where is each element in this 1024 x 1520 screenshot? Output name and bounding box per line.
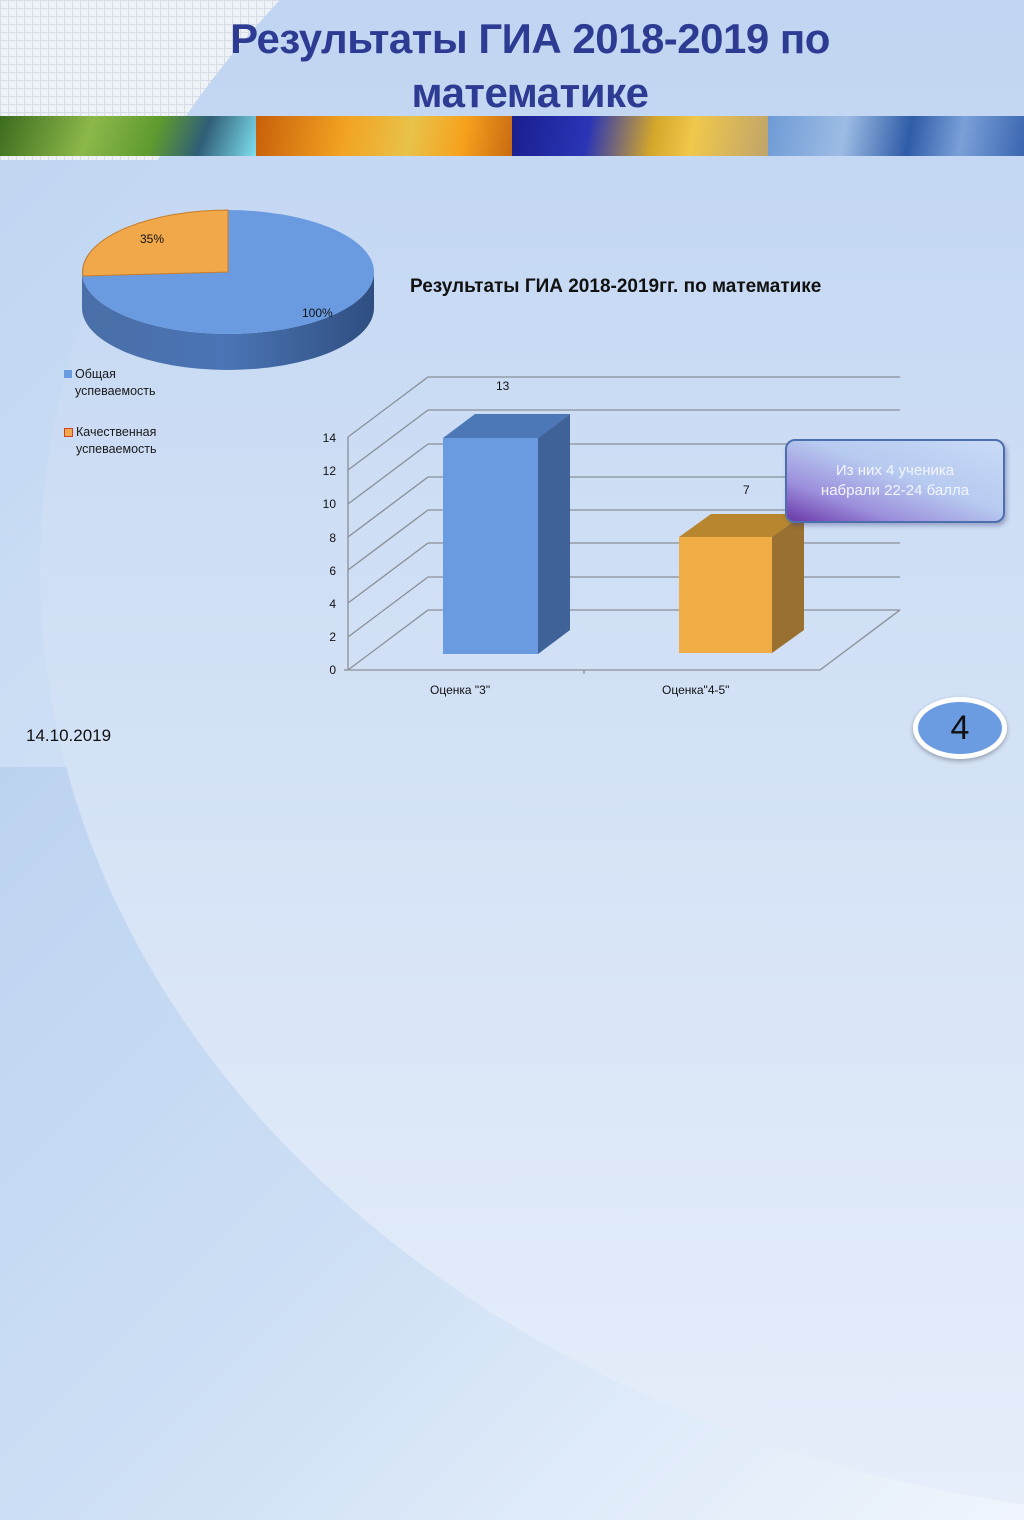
svg-text:4: 4 <box>329 597 336 611</box>
page-number-badge: 4 <box>913 697 1007 759</box>
pie-legend: Общая успеваемость Качественная успеваем… <box>64 366 157 482</box>
callout-note: Из них 4 ученика набрали 22-24 балла <box>785 439 1005 523</box>
legend-label: успеваемость <box>76 442 157 456</box>
x-label-4-5: Оценка"4-5" <box>662 683 729 697</box>
svg-text:8: 8 <box>329 531 336 545</box>
pie-label-35: 35% <box>140 232 164 246</box>
legend-item-general: Общая успеваемость <box>64 366 157 400</box>
svg-text:6: 6 <box>329 564 336 578</box>
legend-label: Общая <box>75 367 116 381</box>
pie-label-100: 100% <box>302 306 333 320</box>
slide-title-line1: Результаты ГИА 2018-2019 по <box>230 15 830 62</box>
pie-chart: 35% 100% <box>60 200 390 380</box>
bar-chart: 0 2 4 6 8 10 12 14 13 7 Оценка "3" Оценк… <box>300 360 920 700</box>
banner-image-harddisk <box>256 116 512 156</box>
callout-line2: набрали 22-24 балла <box>820 482 970 499</box>
svg-text:14: 14 <box>323 431 337 445</box>
bar-data-label-2: 7 <box>743 483 750 497</box>
legend-swatch-orange <box>64 428 73 437</box>
svg-text:10: 10 <box>323 497 337 511</box>
svg-text:2: 2 <box>329 630 336 644</box>
svg-text:12: 12 <box>323 464 337 478</box>
legend-label: Качественная <box>76 425 157 439</box>
bar-data-label-1: 13 <box>496 379 510 393</box>
callout-line1: Из них 4 ученика <box>835 462 955 479</box>
slide-title-line2: математике <box>411 69 649 116</box>
banner-image-cable <box>0 116 256 156</box>
banner-image-lab <box>512 116 768 156</box>
bar-chart-title: Результаты ГИА 2018-2019гг. по математик… <box>410 276 822 297</box>
slide-title: Результаты ГИА 2018-2019 по математике <box>150 12 910 120</box>
banner-image-keyboard <box>768 116 1024 156</box>
legend-swatch-blue <box>64 370 72 378</box>
x-label-3: Оценка "3" <box>430 683 490 697</box>
photo-banner <box>0 116 1024 156</box>
svg-text:0: 0 <box>329 663 336 677</box>
slide-date: 14.10.2019 <box>26 726 112 745</box>
legend-label: успеваемость <box>75 384 156 398</box>
legend-item-quality: Качественная успеваемость <box>64 424 157 458</box>
